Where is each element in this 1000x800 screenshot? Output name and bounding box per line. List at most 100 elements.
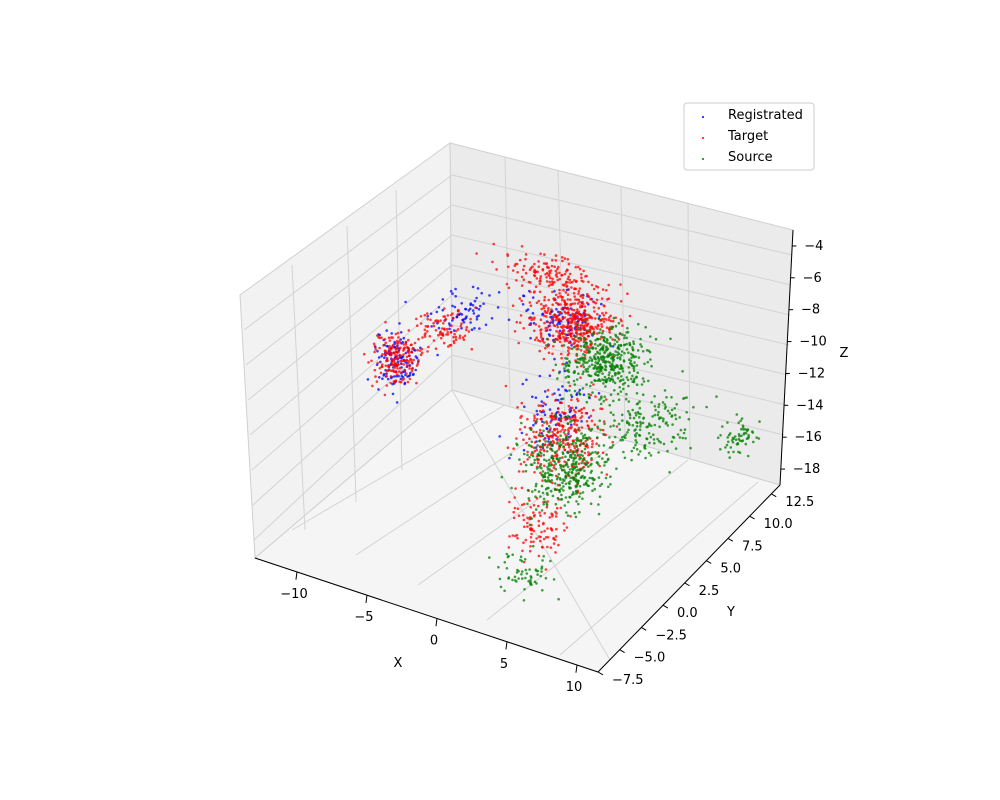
point-source — [582, 345, 585, 348]
y-tick-mark — [662, 604, 669, 609]
point-source — [565, 369, 569, 373]
point-target — [579, 364, 583, 368]
point-target — [539, 333, 543, 337]
point-source — [613, 366, 617, 370]
y-tick-label: 2.5 — [699, 584, 720, 599]
point-source — [626, 378, 630, 382]
point-source — [584, 482, 588, 485]
point-target — [557, 331, 560, 334]
point-source — [604, 378, 608, 381]
point-target — [602, 320, 606, 323]
point-source — [580, 432, 583, 435]
point-target — [567, 275, 570, 279]
point-source — [518, 458, 521, 461]
point-target — [561, 428, 564, 431]
point-source — [608, 364, 612, 368]
point-target — [517, 341, 520, 345]
point-target — [537, 524, 541, 527]
point-registrated — [393, 340, 397, 344]
point-target — [408, 364, 412, 368]
point-target — [396, 339, 399, 343]
point-registrated — [441, 308, 445, 312]
point-source — [545, 450, 549, 453]
x-tick-mark — [505, 641, 508, 650]
point-source — [544, 487, 548, 491]
point-target — [563, 257, 567, 260]
point-source — [569, 450, 572, 454]
point-source — [507, 554, 510, 558]
point-source — [727, 451, 730, 454]
point-target — [520, 299, 523, 303]
point-target — [561, 298, 564, 302]
point-registrated — [543, 390, 547, 393]
point-target — [590, 326, 594, 329]
point-source — [625, 420, 629, 423]
point-source — [681, 370, 684, 373]
point-target — [550, 280, 554, 283]
point-source — [681, 436, 685, 440]
point-target — [528, 316, 531, 320]
point-target — [570, 329, 573, 332]
point-source — [545, 503, 549, 507]
point-target — [557, 448, 561, 451]
point-source — [575, 352, 579, 356]
point-source — [649, 435, 653, 439]
point-registrated — [464, 316, 468, 320]
point-source — [732, 450, 735, 454]
point-source — [547, 486, 550, 490]
point-source — [628, 416, 632, 420]
point-target — [434, 329, 438, 332]
point-source — [604, 368, 608, 372]
point-target — [405, 346, 409, 349]
point-target — [384, 352, 387, 355]
point-source — [628, 343, 632, 346]
point-target — [581, 296, 585, 300]
point-source — [620, 413, 624, 417]
point-registrated — [399, 331, 403, 334]
point-registrated — [532, 423, 535, 427]
point-target — [559, 506, 563, 510]
point-target — [531, 265, 534, 269]
point-target — [440, 333, 444, 336]
y-tick-mark — [619, 649, 625, 653]
point-source — [642, 417, 645, 420]
point-target — [415, 317, 418, 321]
point-source — [645, 425, 648, 429]
point-source — [574, 473, 577, 477]
point-registrated — [378, 376, 381, 379]
point-registrated — [464, 307, 467, 311]
point-source — [596, 452, 599, 455]
point-target — [560, 307, 564, 311]
point-target — [579, 376, 582, 380]
point-source — [597, 512, 601, 516]
point-source — [575, 492, 578, 495]
point-source — [627, 358, 631, 362]
point-target — [512, 447, 515, 451]
point-source — [531, 490, 534, 493]
point-registrated — [548, 374, 552, 378]
point-source — [758, 420, 761, 423]
point-target — [532, 503, 536, 507]
point-target — [420, 351, 424, 355]
point-source — [676, 433, 680, 436]
point-source — [529, 444, 533, 448]
point-source — [636, 349, 640, 352]
point-target — [594, 317, 597, 320]
point-target — [579, 324, 582, 327]
point-target — [410, 350, 414, 354]
point-target — [573, 416, 577, 419]
point-source — [670, 440, 674, 444]
point-target — [574, 331, 578, 335]
point-source — [635, 441, 638, 444]
point-source — [516, 443, 519, 447]
point-target — [535, 537, 538, 540]
legend: Registrated Target Source — [683, 102, 815, 171]
point-target — [586, 424, 590, 428]
point-target — [373, 368, 377, 372]
point-source — [739, 419, 742, 423]
point-source — [601, 346, 605, 350]
point-target — [511, 269, 515, 272]
point-target — [569, 281, 572, 284]
point-source — [604, 476, 608, 480]
point-target — [399, 346, 402, 350]
